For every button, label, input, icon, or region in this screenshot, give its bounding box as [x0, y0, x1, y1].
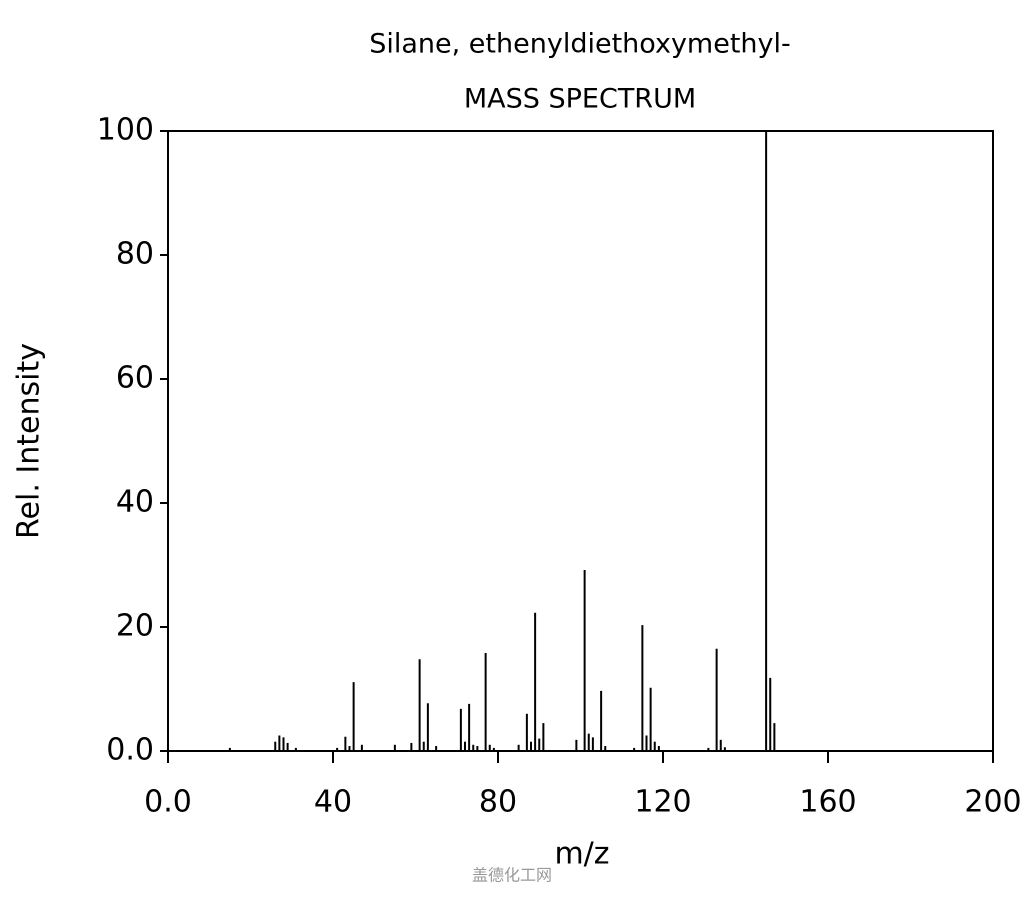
- x-tick-label: 40: [314, 785, 352, 820]
- x-axis-label: m/z: [554, 837, 609, 872]
- watermark: 盖德化工网: [472, 866, 552, 885]
- y-tick-label: 80: [116, 237, 154, 272]
- plot-frame: [167, 130, 994, 752]
- chart-title: Silane, ethenyldiethoxymethyl-: [369, 29, 791, 60]
- y-tick-label: 100: [97, 113, 154, 148]
- y-axis-label: Rel. Intensity: [12, 343, 47, 539]
- x-tick-label: 200: [964, 785, 1021, 820]
- x-tick-label: 80: [479, 785, 517, 820]
- x-tick-label: 120: [634, 785, 691, 820]
- x-tick-label: 160: [799, 785, 856, 820]
- y-tick-label: 0.0: [106, 733, 154, 768]
- x-tick-label: 0.0: [144, 785, 192, 820]
- y-tick-label: 20: [116, 609, 154, 644]
- chart-subtitle: MASS SPECTRUM: [464, 84, 696, 115]
- y-tick-label: 60: [116, 361, 154, 396]
- y-tick-label: 40: [116, 485, 154, 520]
